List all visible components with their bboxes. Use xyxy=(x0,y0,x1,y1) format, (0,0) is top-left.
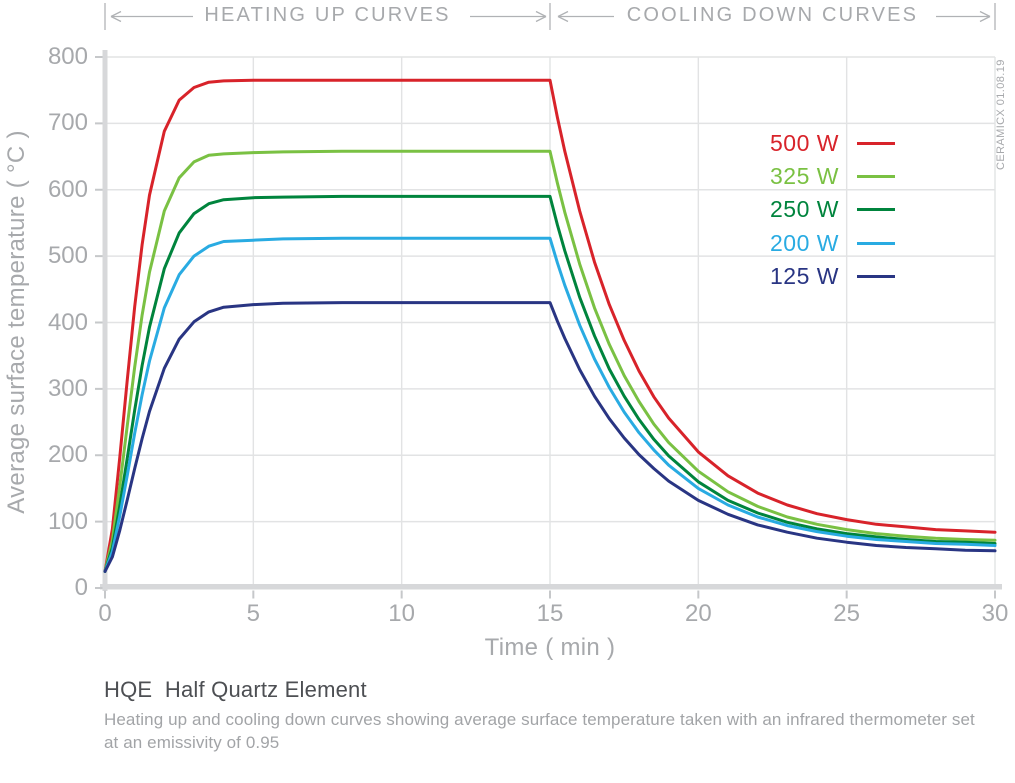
heating-section-label: HEATING UP CURVES xyxy=(204,4,451,26)
y-tick-label: 700 xyxy=(47,109,88,137)
cooling-arrow-right-icon-head xyxy=(979,10,991,18)
legend-label: 200 W xyxy=(770,229,839,256)
legend-label: 125 W xyxy=(770,263,839,290)
legend-swatch-icon xyxy=(857,275,895,279)
y-tick-label: 300 xyxy=(47,374,88,402)
y-tick-label: 800 xyxy=(47,43,88,70)
heating-arrow-right-icon-head xyxy=(535,15,547,23)
cooling-section-label: COOLING DOWN CURVES xyxy=(626,4,919,26)
legend-row-500w: 500 W xyxy=(695,127,895,159)
x-tick-label: 15 xyxy=(536,600,564,627)
curve-325w xyxy=(103,149,997,573)
watermark: CERAMICX 01.08.19 xyxy=(995,59,1007,170)
x-tick-label: 10 xyxy=(388,600,415,627)
chart-subtitle: Heating up and cooling down curves showi… xyxy=(104,708,975,754)
x-tick-label: 5 xyxy=(246,600,260,627)
y-tick-label: 600 xyxy=(47,175,88,203)
cooling-arrow-left-icon-head xyxy=(557,15,569,23)
legend-swatch-icon xyxy=(857,241,895,245)
legend-row-250w: 250 W xyxy=(695,194,895,226)
y-axis-title: Average surface temperature ( °C ) xyxy=(3,130,30,514)
x-axis-title: Time ( min ) xyxy=(484,634,616,661)
y-tick-label: 100 xyxy=(47,507,88,535)
y-tick-label: 0 xyxy=(74,574,88,601)
legend-label: 325 W xyxy=(770,162,839,189)
legend-row-325w: 325 W xyxy=(695,160,895,192)
legend-label: 500 W xyxy=(770,129,839,156)
chart-subtitle-line-2: at an emissivity of 0.95 xyxy=(104,733,280,752)
curve-200w xyxy=(103,236,997,573)
curve-250w xyxy=(103,194,997,573)
y-tick-label: 400 xyxy=(47,308,88,336)
x-tick-label: 0 xyxy=(98,600,112,627)
y-tick-label: 500 xyxy=(47,242,88,270)
y-tick-label: 200 xyxy=(47,441,88,469)
x-tick-label: 20 xyxy=(684,600,712,627)
heating-arrow-right-icon-head xyxy=(535,10,547,18)
x-tick-label: 25 xyxy=(833,600,860,627)
cooling-arrow-left-icon-head xyxy=(557,10,569,18)
cooling-arrow-right-icon-head xyxy=(979,15,991,23)
legend-label: 250 W xyxy=(770,196,839,223)
chart-title: HQE Half Quartz Element xyxy=(104,677,367,702)
x-axis-line xyxy=(100,584,1002,590)
legend-swatch-icon xyxy=(857,208,895,212)
legend-swatch-icon xyxy=(857,141,895,145)
chart-subtitle-line-1: Heating up and cooling down curves showi… xyxy=(104,710,975,729)
x-tick-label: 30 xyxy=(981,600,1009,627)
heating-arrow-left-icon-head xyxy=(110,10,122,18)
legend-swatch-icon xyxy=(857,174,895,178)
legend-row-200w: 200 W xyxy=(695,227,895,259)
curve-500w xyxy=(103,78,997,573)
y-axis-line xyxy=(102,50,108,591)
curve-125w xyxy=(103,301,997,573)
heating-arrow-left-icon-head xyxy=(110,15,122,23)
legend-row-125w: 125 W xyxy=(695,261,895,293)
